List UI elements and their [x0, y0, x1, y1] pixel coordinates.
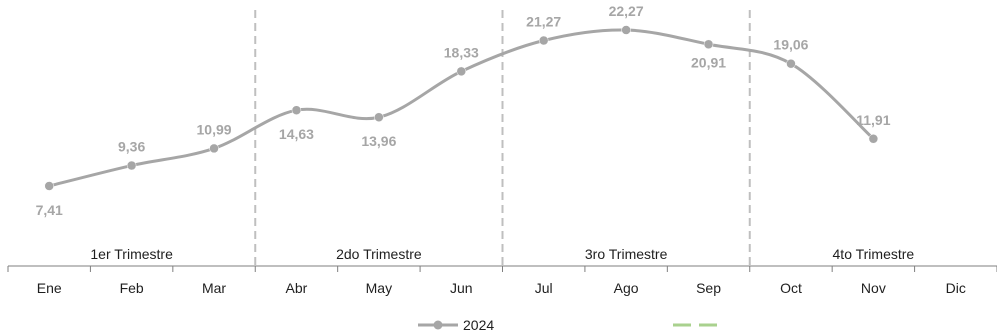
- x-tick-label: May: [366, 280, 392, 296]
- x-tick-label: Jun: [450, 280, 473, 296]
- x-tick-label: Feb: [120, 280, 144, 296]
- data-label: 22,27: [609, 3, 644, 19]
- x-tick-label: Sep: [696, 280, 721, 296]
- data-point: [621, 25, 631, 35]
- data-point: [126, 160, 137, 171]
- x-tick-label: Ago: [614, 280, 639, 296]
- data-point: [868, 134, 879, 144]
- x-tick-label: Mar: [202, 280, 226, 296]
- data-point: [786, 58, 796, 69]
- data-label: 18,33: [444, 44, 479, 60]
- data-label: 13,96: [361, 133, 396, 149]
- data-label: 21,27: [526, 13, 561, 29]
- data-label: 20,91: [691, 54, 726, 70]
- legend-marker-2024: [433, 320, 443, 330]
- x-tick-label: Ene: [37, 280, 62, 296]
- data-label: 11,91: [856, 112, 890, 128]
- data-label: 10,99: [197, 121, 232, 137]
- quarter-label: 4to Trimestre: [833, 246, 915, 262]
- legend-label-2024: 2024: [463, 317, 494, 333]
- x-tick-label: Nov: [861, 280, 886, 296]
- x-axis: Ene Feb Mar Abr May Jun Jul Ago Sep Oct Nov Dic: [7, 265, 997, 296]
- x-tick-label: Dic: [946, 280, 966, 296]
- data-point: [209, 143, 219, 154]
- data-label: 9,36: [118, 139, 145, 155]
- quarter-label: 3ro Trimestre: [585, 246, 668, 262]
- x-tick-label: Oct: [780, 280, 802, 296]
- data-label: 7,41: [36, 202, 63, 218]
- data-label: 19,06: [773, 37, 808, 53]
- data-point: [44, 181, 54, 191]
- data-point: [374, 112, 384, 122]
- data-label: 14,63: [279, 126, 314, 142]
- data-labels: 7,41 9,36 10,99 14,63 13,96 18,33 21,27 22,27 20…: [36, 3, 891, 218]
- quarter-labels: 1er Trimestre 2do Trimestre 3ro Trimestre 4…: [90, 246, 914, 262]
- data-point: [291, 105, 302, 115]
- data-point: [456, 66, 467, 77]
- quarter-label: 1er Trimestre: [90, 246, 173, 262]
- x-tick-label: Jul: [535, 280, 553, 296]
- quarter-label: 2do Trimestre: [336, 246, 422, 262]
- quarter-dividers: [254, 10, 751, 266]
- data-point: [703, 39, 714, 50]
- series-2024: [44, 25, 879, 191]
- legend: 2024: [418, 317, 719, 333]
- x-tick-label: Abr: [286, 280, 308, 296]
- data-point: [538, 35, 549, 46]
